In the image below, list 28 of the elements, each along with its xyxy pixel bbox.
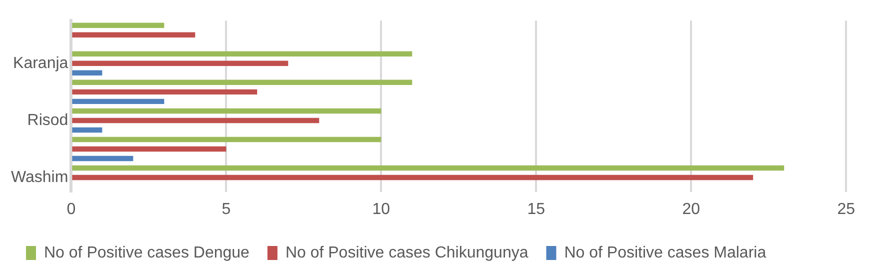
legend-label: No of Positive cases Chikungunya: [285, 244, 528, 262]
bar: [72, 174, 754, 180]
bar: [72, 89, 258, 95]
bar: [72, 118, 320, 124]
bar: [72, 51, 412, 57]
y-tick-label: Risod: [27, 112, 68, 129]
y-tick-label: Karanja: [13, 54, 68, 72]
bar: [72, 80, 412, 86]
legend-label: No of Positive cases Malaria: [564, 244, 766, 262]
bar: [72, 136, 382, 142]
x-tick-label: 5: [222, 200, 231, 218]
bar: [72, 127, 102, 133]
x-tick-label: 15: [527, 200, 546, 218]
legend-label: No of Positive cases Dengue: [44, 244, 250, 262]
bar: [72, 22, 164, 28]
x-tick-label: 20: [682, 200, 700, 218]
y-tick-label: Washim: [11, 168, 68, 186]
bar: [72, 70, 102, 76]
bar: [72, 60, 288, 66]
bar: [72, 108, 382, 114]
bar: [72, 146, 226, 152]
x-tick-label: 10: [372, 200, 390, 218]
bar: [72, 156, 134, 162]
x-tick-label: 0: [66, 200, 76, 218]
bar: [72, 32, 196, 38]
bar: [72, 98, 164, 104]
x-tick-label: 25: [837, 200, 856, 218]
bar: [72, 165, 784, 171]
